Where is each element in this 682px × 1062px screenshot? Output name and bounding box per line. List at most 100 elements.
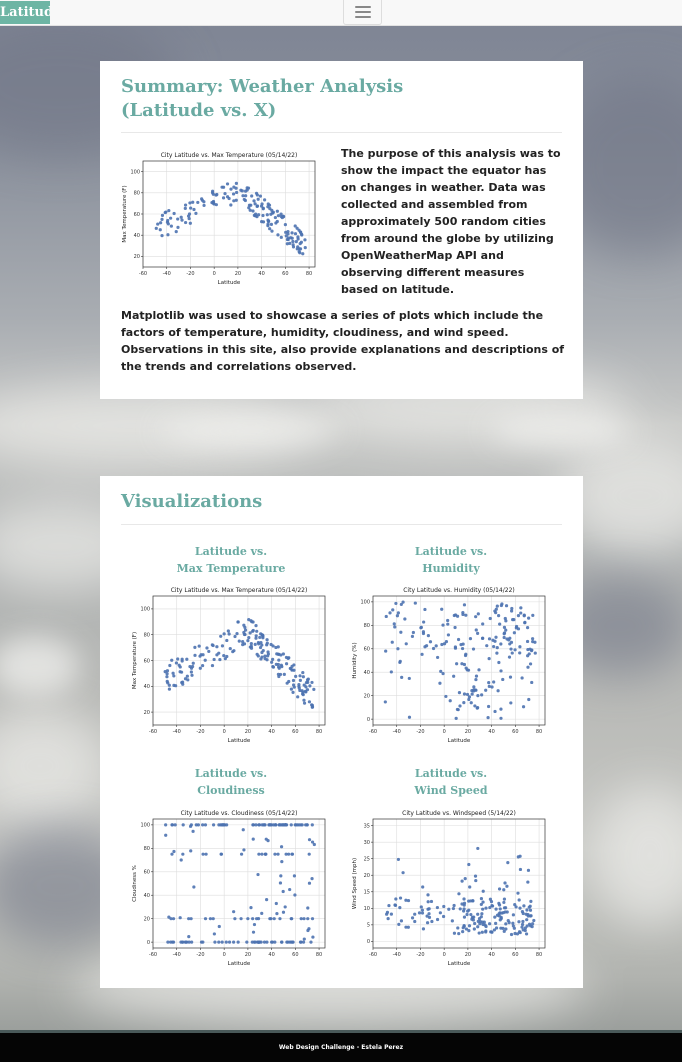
scatter-point <box>187 217 191 221</box>
scatter-point <box>179 858 183 862</box>
scatter-point <box>268 823 272 827</box>
x-tick-label: 0 <box>223 729 226 735</box>
scatter-point <box>254 624 258 628</box>
scatter-point <box>186 678 190 682</box>
scatter-point <box>503 881 507 885</box>
scatter-point <box>306 906 310 910</box>
scatter-point <box>298 241 302 246</box>
y-tick-label: 30 <box>364 840 370 846</box>
scatter-point <box>284 823 288 827</box>
scatter-point <box>170 823 174 827</box>
scatter-point <box>277 666 281 670</box>
scatter-point <box>532 918 536 923</box>
scatter-point <box>261 207 265 211</box>
scatter-point <box>486 716 490 720</box>
scatter-point <box>489 900 494 904</box>
scatter-point <box>511 913 515 917</box>
scatter-point <box>154 226 158 230</box>
scatter-point <box>413 919 417 924</box>
scatter-point <box>470 692 474 696</box>
scatter-point <box>496 689 500 693</box>
scatter-point <box>274 662 278 666</box>
viz-title-humidity-line2: Humidity <box>422 562 480 575</box>
scatter-point <box>310 823 314 827</box>
scatter-point <box>281 823 286 827</box>
scatter-point <box>253 642 257 646</box>
scatter-point <box>246 639 250 643</box>
scatter-point <box>260 911 264 915</box>
scatter-point <box>261 634 265 638</box>
scatter-point <box>166 681 170 685</box>
scatter-point <box>450 919 454 923</box>
scatter-point <box>279 235 283 239</box>
scatter-point <box>172 849 176 854</box>
scatter-point <box>291 683 296 687</box>
scatter-point <box>241 828 245 832</box>
x-tick-label: -20 <box>186 271 194 277</box>
x-tick-label: 60 <box>512 729 518 735</box>
scatter-point <box>296 235 300 239</box>
scatter-point <box>527 652 531 656</box>
scatter-point <box>441 914 446 919</box>
scatter-point <box>307 700 312 704</box>
scatter-point <box>533 651 537 655</box>
scatter-point <box>279 845 284 849</box>
scatter-point <box>190 664 195 669</box>
x-axis-label: Latitude <box>228 738 251 744</box>
menu-toggle-button[interactable] <box>343 0 382 25</box>
plot-humidity[interactable]: City Latitude vs. Humidity (05/14/22) -60… <box>351 584 551 747</box>
scatter-point <box>490 685 494 689</box>
summary-plot[interactable]: City Latitude vs. Max Temperature (05/14… <box>121 149 321 289</box>
y-tick-label: 60 <box>144 870 150 876</box>
scatter-point <box>259 632 263 636</box>
scatter-point <box>283 905 287 909</box>
scatter-point <box>462 897 466 901</box>
scatter-point <box>385 912 389 916</box>
scatter-point <box>474 677 478 682</box>
scatter-point <box>423 645 427 649</box>
brand-link[interactable]: Latitude <box>0 1 50 24</box>
scatter-point <box>301 940 306 944</box>
scatter-point <box>275 219 279 224</box>
scatter-point <box>229 187 233 191</box>
plot-temperature[interactable]: City Latitude vs. Max Temperature (05/14… <box>131 584 331 747</box>
scatter-point <box>277 823 281 827</box>
scatter-point <box>495 646 499 650</box>
scatter-point <box>291 239 295 244</box>
scatter-point <box>242 197 246 202</box>
scatter-point <box>203 917 208 921</box>
scatter-point <box>471 918 475 922</box>
scatter-point <box>463 877 467 881</box>
scatter-point <box>271 644 275 648</box>
scatter-point <box>271 665 276 669</box>
scatter-point <box>494 907 498 911</box>
scatter-point <box>480 636 485 640</box>
x-tick-label: 40 <box>488 952 494 958</box>
plot-cloudiness[interactable]: City Latitude vs. Cloudiness (05/14/22) -… <box>131 807 331 970</box>
scatter-point <box>285 242 289 246</box>
scatter-point <box>399 630 403 634</box>
scatter-point <box>444 694 448 699</box>
scatter-point <box>258 645 263 650</box>
plot-frame <box>372 595 546 726</box>
scatter-point <box>526 665 530 669</box>
scatter-point <box>210 663 215 668</box>
plot-wind-speed[interactable]: City Latitude vs. Windspeed (5/14/22) -60… <box>351 807 551 970</box>
scatter-point <box>531 640 535 644</box>
footer: Web Design Challenge - Estela Perez <box>0 1030 682 1062</box>
scatter-point <box>310 840 315 844</box>
scatter-point <box>237 639 241 643</box>
scatter-point <box>286 230 290 234</box>
scatter-point <box>290 231 294 235</box>
scatter-point <box>203 658 207 662</box>
scatter-point <box>234 181 238 185</box>
scatter-point <box>518 867 523 872</box>
scatter-point <box>166 233 170 237</box>
scatter-point <box>258 635 262 640</box>
scatter-point <box>193 645 197 649</box>
scatter-point <box>452 903 456 908</box>
scatter-point <box>311 935 315 939</box>
scatter-point <box>487 704 491 709</box>
scatter-point <box>298 678 302 683</box>
scatter-point <box>480 693 484 697</box>
